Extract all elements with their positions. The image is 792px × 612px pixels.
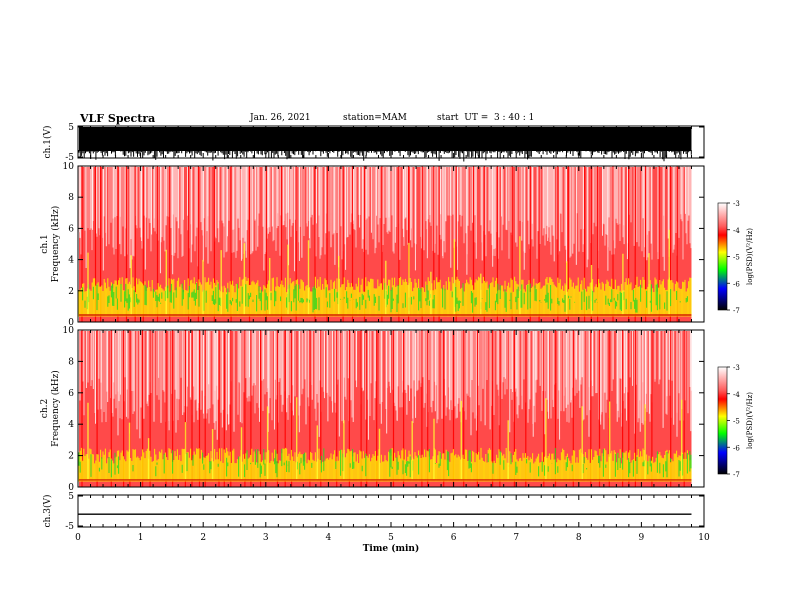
y-tick-label: 8 — [68, 193, 74, 203]
x-tick-label: 9 — [639, 533, 645, 543]
colorbar-tick-label: -4 — [733, 391, 740, 399]
colorbar-tick-label: -5 — [733, 418, 740, 426]
ch1-waveform-spikes — [78, 150, 692, 162]
ch1-voltage-ylabel: ch.1(V) — [42, 126, 53, 159]
x-tick-label: 0 — [75, 533, 81, 543]
x-tick-label: 10 — [698, 533, 710, 543]
ch2-spectrogram-ylabel: Frequency (kHz) — [50, 370, 61, 447]
colorbar-tick-label: -7 — [733, 471, 740, 479]
start-time-label: start UT = 3 : 40 : 1 — [437, 113, 535, 123]
y-tick-label: 4 — [68, 420, 74, 430]
plot-title: VLF Spectra — [80, 112, 156, 125]
x-tick-label: 7 — [513, 533, 519, 543]
ch2-emissions — [87, 397, 683, 480]
colorbar-tick-label: -6 — [733, 280, 740, 288]
ch1-white-streaks — [79, 166, 690, 275]
colorbar-tick-label: -5 — [733, 254, 740, 262]
station-label: station=MAM — [343, 113, 407, 123]
colorbar-tick-label: -6 — [733, 444, 740, 452]
ch1-spectrogram-ylabel: Frequency (kHz) — [50, 206, 61, 283]
y-tick-label: 6 — [68, 389, 74, 399]
y-tick-label: 8 — [68, 357, 74, 367]
ch1-emissions — [87, 229, 670, 315]
colorbar-tick-label: -3 — [733, 200, 740, 208]
ch2-green-band — [78, 448, 692, 478]
y-tick-label: 10 — [63, 326, 75, 336]
x-tick-label: 1 — [138, 533, 144, 543]
ch1-spectrogram-colorbar — [717, 202, 728, 311]
ch1-spectrogram-ylabel: ch.1 — [40, 234, 50, 253]
x-tick-label: 4 — [326, 533, 332, 543]
x-tick-label: 3 — [263, 533, 269, 543]
y-tick-label: -5 — [65, 153, 74, 163]
date-label: Jan. 26, 2021 — [250, 113, 311, 123]
ch1-spectrogram-colorbar-label: log(PSD)(V²/Hz) — [746, 228, 754, 285]
ch2-sferics — [81, 330, 685, 487]
x-axis-label: Time (min) — [363, 543, 420, 554]
y-tick-label: 2 — [68, 287, 74, 297]
ch1-green-band — [82, 283, 688, 313]
ch3-voltage-ylabel: ch.3(V) — [42, 495, 53, 528]
colorbars: -3 -4 -5 -6 -7 log(PSD)(V²/Hz) -3 -4 -5 -6 -7 log(P… — [717, 200, 754, 479]
y-tick-label: -5 — [65, 522, 74, 532]
ch2-spectrogram-colorbar — [717, 366, 728, 475]
ch2-white-streaks — [79, 330, 692, 440]
x-tick-label: 2 — [200, 533, 206, 543]
y-tick-label: 6 — [68, 224, 74, 234]
y-tick-label: 0 — [68, 483, 74, 493]
ch1-waveform-band — [79, 127, 692, 151]
colorbar-tick-label: -7 — [733, 307, 740, 315]
x-tick-label: 5 — [388, 533, 394, 543]
ch1-voltage-panel — [78, 127, 692, 162]
y-tick-label: 10 — [63, 162, 75, 172]
y-tick-label: 0 — [68, 318, 74, 328]
colorbar-tick-label: -3 — [733, 364, 740, 372]
y-tick-label: 2 — [68, 452, 74, 462]
x-tick-label: 6 — [451, 533, 457, 543]
x-tick-label: 8 — [576, 533, 582, 543]
y-tick-label: 5 — [68, 123, 74, 133]
colorbar-tick-label: -4 — [733, 227, 740, 235]
y-tick-label: 4 — [68, 256, 74, 266]
ch2-spectrogram-colorbar-label: log(PSD)(V²/Hz) — [746, 392, 754, 449]
ch1-sferics — [81, 166, 678, 322]
ch2-spectrogram-ylabel: ch.2 — [40, 399, 50, 418]
y-tick-label: 5 — [68, 492, 74, 502]
ch2-spectrogram-panel — [78, 330, 692, 487]
ch1-spectrogram-panel — [78, 166, 692, 322]
